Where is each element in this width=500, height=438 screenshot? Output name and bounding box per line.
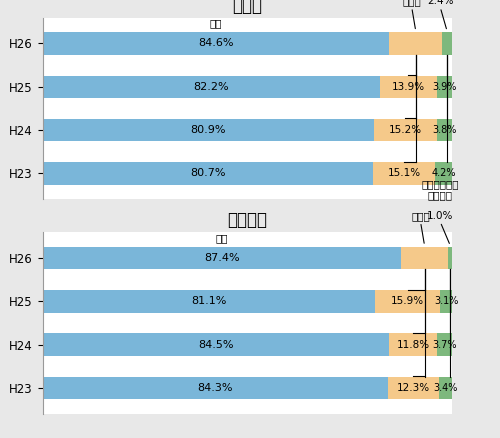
Text: 見ない: 見ない <box>411 211 430 221</box>
Text: 84.5%: 84.5% <box>198 339 234 350</box>
Bar <box>42 75 380 98</box>
Text: 81.1%: 81.1% <box>191 297 226 307</box>
Bar <box>374 162 436 184</box>
Bar <box>42 377 388 399</box>
Bar <box>440 290 453 313</box>
Text: 15.1%: 15.1% <box>388 168 421 178</box>
Text: 80.7%: 80.7% <box>190 168 226 178</box>
Text: 11.8%: 11.8% <box>396 339 430 350</box>
Bar <box>42 290 375 313</box>
Bar <box>380 75 436 98</box>
Text: 2.4%: 2.4% <box>427 0 454 6</box>
Text: 4.2%: 4.2% <box>432 168 456 178</box>
Text: 3.4%: 3.4% <box>434 383 458 393</box>
Bar <box>436 119 452 141</box>
Bar <box>436 162 452 184</box>
Bar <box>42 333 389 356</box>
Text: 13.9%: 13.9% <box>392 82 424 92</box>
Text: 3.7%: 3.7% <box>432 339 457 350</box>
Text: 1.0%: 1.0% <box>427 211 454 221</box>
Bar <box>389 333 438 356</box>
Title: 無延滞者: 無延滞者 <box>228 211 268 229</box>
Bar <box>388 377 438 399</box>
Bar <box>436 75 452 98</box>
Bar <box>448 247 452 269</box>
Bar <box>438 333 452 356</box>
Text: 見る: 見る <box>216 233 228 243</box>
Text: 届いていない
・その他: 届いていない ・その他 <box>422 179 459 201</box>
Text: 82.2%: 82.2% <box>193 82 229 92</box>
Text: 見ない: 見ない <box>402 0 421 6</box>
Text: 15.9%: 15.9% <box>391 297 424 307</box>
Bar <box>42 162 374 184</box>
Text: 12.3%: 12.3% <box>397 383 430 393</box>
Bar <box>375 290 440 313</box>
Title: 延滞者: 延滞者 <box>232 0 262 14</box>
Bar <box>390 32 442 55</box>
Text: 3.8%: 3.8% <box>432 125 456 135</box>
Text: 見る: 見る <box>210 18 222 28</box>
Text: 84.3%: 84.3% <box>198 383 233 393</box>
Bar <box>42 119 374 141</box>
Bar <box>42 32 390 55</box>
Bar <box>401 247 448 269</box>
Text: 3.1%: 3.1% <box>434 297 458 307</box>
Bar <box>438 377 452 399</box>
Bar <box>374 119 436 141</box>
Text: 3.9%: 3.9% <box>432 82 456 92</box>
Text: 80.9%: 80.9% <box>190 125 226 135</box>
Bar <box>42 247 401 269</box>
Text: 15.2%: 15.2% <box>389 125 422 135</box>
Text: 87.4%: 87.4% <box>204 253 240 263</box>
Text: 84.6%: 84.6% <box>198 39 234 49</box>
Bar <box>442 32 452 55</box>
